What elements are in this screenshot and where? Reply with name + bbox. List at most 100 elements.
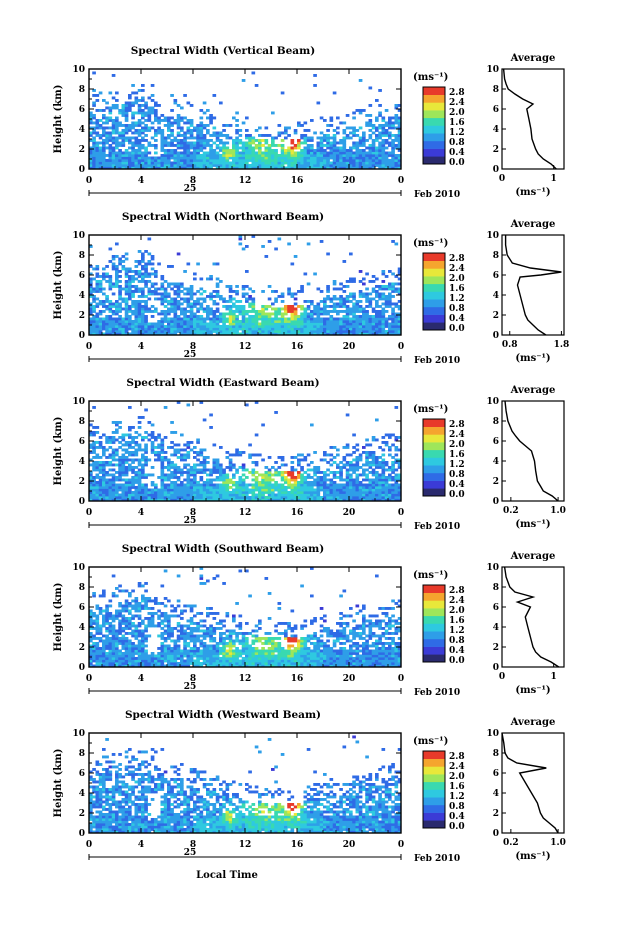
heatmap-cell xyxy=(105,461,109,464)
heatmap-cell xyxy=(193,481,197,484)
heatmap-cell xyxy=(89,612,93,615)
heatmap-cell xyxy=(154,310,158,313)
heatmap-cell xyxy=(206,277,210,281)
heatmap-cell xyxy=(196,327,200,331)
heatmap-cell xyxy=(89,491,93,494)
heatmap-cell xyxy=(137,275,142,278)
heatmap-cell xyxy=(128,436,132,439)
heatmap-cell xyxy=(352,325,356,328)
heatmap-cell xyxy=(124,320,129,323)
heatmap-cell xyxy=(154,307,158,311)
heatmap-cell xyxy=(176,330,181,333)
heatmap-cell xyxy=(115,476,119,479)
heatmap-cell xyxy=(124,257,129,261)
heatmap-cell xyxy=(355,483,360,487)
heatmap-cell xyxy=(280,139,285,142)
heatmap-cell xyxy=(118,320,122,323)
heatmap-cell xyxy=(352,164,356,167)
heatmap-cell xyxy=(180,129,184,132)
heatmap-cell xyxy=(355,315,360,318)
heatmap-cell xyxy=(105,330,109,333)
heatmap-cell xyxy=(141,468,145,472)
heatmap-cell xyxy=(371,481,376,484)
heatmap-cell xyxy=(128,320,132,323)
heatmap-cell xyxy=(199,131,204,135)
heatmap-cell xyxy=(352,161,356,165)
heatmap-cell xyxy=(215,151,220,155)
heatmap-cell xyxy=(222,166,226,170)
heatmap-cell xyxy=(339,330,343,333)
heatmap-cell xyxy=(362,486,366,489)
heatmap-cell xyxy=(176,488,181,492)
heatmap-cell xyxy=(251,71,256,75)
heatmap-cell xyxy=(267,493,272,497)
heatmap-cell xyxy=(258,498,262,502)
heatmap-cell xyxy=(128,317,132,321)
heatmap-cell xyxy=(170,473,174,477)
heatmap-cell xyxy=(323,322,327,326)
heatmap-cell xyxy=(290,317,295,321)
heatmap-cell xyxy=(352,498,356,502)
heatmap-cell xyxy=(238,332,243,336)
heatmap-cell xyxy=(375,300,379,303)
heatmap-cell xyxy=(160,332,165,336)
heatmap-cell xyxy=(352,307,356,311)
heatmap-cell xyxy=(368,302,373,306)
heatmap-cell xyxy=(284,151,288,155)
heatmap-cell xyxy=(92,141,96,145)
heatmap-cell xyxy=(141,280,145,283)
heatmap-cell xyxy=(222,151,226,155)
heatmap-cell xyxy=(118,149,122,152)
heatmap-cell xyxy=(141,129,145,132)
heatmap-cell xyxy=(98,481,103,484)
heatmap-cell xyxy=(95,486,100,489)
heatmap-cell xyxy=(108,483,113,487)
heatmap-cell xyxy=(323,453,327,457)
heatmap-cell xyxy=(180,282,184,286)
heatmap-cell xyxy=(365,297,369,301)
heatmap-cell xyxy=(157,476,161,479)
heatmap-cell xyxy=(355,307,360,311)
heatmap-cell xyxy=(303,330,308,333)
heatmap-cell xyxy=(319,325,324,328)
heatmap-cell xyxy=(92,461,96,464)
heatmap-cell xyxy=(105,473,109,477)
heatmap-cell xyxy=(388,159,392,162)
heatmap-cell xyxy=(293,325,298,328)
heatmap-cell xyxy=(170,320,174,323)
heatmap-cell xyxy=(199,468,204,472)
heatmap-cell xyxy=(319,471,324,474)
heatmap-cell xyxy=(147,237,152,241)
heatmap-cell xyxy=(196,129,200,132)
heatmap-cell xyxy=(98,325,103,328)
heatmap-cell xyxy=(212,300,217,303)
heatmap-cell xyxy=(339,149,343,152)
colorbar-swatch xyxy=(423,110,445,119)
heatmap-cell xyxy=(215,330,220,333)
heatmap-cell xyxy=(141,488,145,492)
heatmap-cell xyxy=(176,471,181,474)
heatmap-cell xyxy=(225,332,230,336)
heatmap-cell xyxy=(134,151,139,155)
heatmap-cell xyxy=(121,161,126,165)
heatmap-cell xyxy=(326,473,330,477)
heatmap-cell xyxy=(316,305,321,308)
heatmap-cell xyxy=(147,310,152,313)
heatmap-cell xyxy=(352,332,356,336)
heatmap-cell xyxy=(274,488,278,492)
heatmap-cell xyxy=(368,330,373,333)
heatmap-cell xyxy=(215,458,220,462)
heatmap-cell xyxy=(355,443,360,447)
heatmap-cell xyxy=(128,486,132,489)
heatmap-cell xyxy=(160,456,165,459)
heatmap-cell xyxy=(235,496,239,499)
heatmap-cell xyxy=(297,461,301,464)
heatmap-cell xyxy=(280,498,285,502)
heatmap-cell xyxy=(336,330,340,333)
heatmap-cell xyxy=(394,159,399,162)
heatmap-cell xyxy=(180,290,184,293)
heatmap-cell xyxy=(329,164,334,167)
heatmap-cell xyxy=(355,461,360,464)
heatmap-cell xyxy=(381,317,386,321)
heatmap-cell xyxy=(128,101,132,105)
